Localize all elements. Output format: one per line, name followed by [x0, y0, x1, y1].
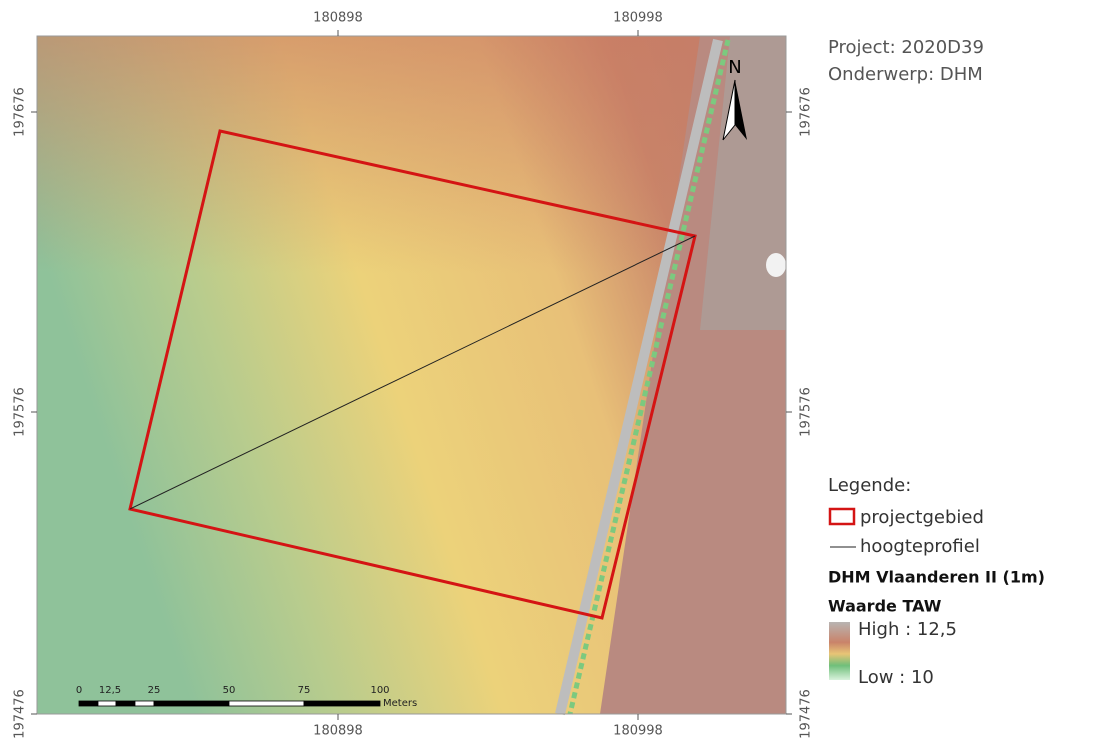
scale-label: 50: [223, 685, 236, 696]
scale-segment: [79, 701, 98, 706]
scale-label: 0: [76, 685, 82, 696]
scale-segment: [229, 701, 304, 706]
north-label: N: [728, 57, 741, 78]
legend-high: High : 12,5: [858, 619, 957, 640]
y-coordinate: 197576: [13, 387, 28, 437]
scale-segment: [116, 701, 135, 706]
scale-unit: Meters: [383, 698, 417, 709]
color-ramp: [829, 622, 850, 680]
legend-title: Legende:: [828, 475, 911, 496]
scale-label: 12,5: [99, 685, 121, 696]
legend-field: Waarde TAW: [828, 597, 942, 616]
scale-label: 100: [370, 685, 389, 696]
scale-label: 75: [298, 685, 311, 696]
x-coordinate: 180998: [613, 724, 663, 739]
scale-segment: [135, 701, 154, 706]
legend-layer: DHM Vlaanderen II (1m): [828, 568, 1045, 587]
legend-item: projectgebied: [860, 507, 984, 528]
y-coordinate: 197476: [13, 689, 28, 739]
y-coordinate: 197576: [799, 387, 814, 437]
map-page: N 180898 180898 180998 180998 197676 197676 19…: [0, 0, 1093, 744]
legend-item: hoogteprofiel: [860, 536, 980, 557]
y-coordinate: 197676: [799, 87, 814, 137]
white-spot: [766, 253, 786, 277]
scale-segment: [304, 701, 380, 706]
x-coordinate: 180898: [313, 724, 363, 739]
y-coordinate: 197476: [799, 689, 814, 739]
legend: Legende: projectgebied hoogteprofiel DHM…: [828, 475, 1045, 688]
x-coordinate: 180998: [613, 11, 663, 26]
scale-label: 25: [148, 685, 161, 696]
scale-segment: [98, 701, 116, 706]
legend-low: Low : 10: [858, 667, 934, 688]
legend-swatch: [830, 509, 854, 524]
map-frame: N: [37, 36, 786, 714]
y-coordinate: 197676: [13, 87, 28, 137]
scale-segment: [154, 701, 229, 706]
project: Project: 2020D39: [828, 37, 984, 58]
subject: Onderwerp: DHM: [828, 64, 983, 85]
x-coordinate: 180898: [313, 11, 363, 26]
